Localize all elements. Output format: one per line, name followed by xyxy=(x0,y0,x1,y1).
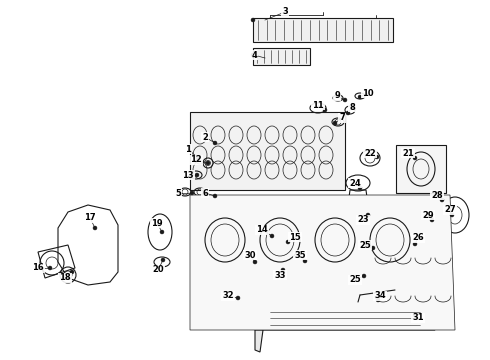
Circle shape xyxy=(440,198,444,202)
Circle shape xyxy=(413,242,417,246)
Text: 33: 33 xyxy=(274,270,286,279)
Circle shape xyxy=(376,298,380,302)
Text: 31: 31 xyxy=(412,314,424,323)
Circle shape xyxy=(450,213,454,217)
Text: 35: 35 xyxy=(294,251,306,260)
Circle shape xyxy=(286,240,290,244)
Text: 21: 21 xyxy=(402,148,414,158)
Circle shape xyxy=(196,156,200,160)
Polygon shape xyxy=(370,283,450,310)
Text: 30: 30 xyxy=(244,251,256,260)
Polygon shape xyxy=(190,112,345,190)
Circle shape xyxy=(375,155,379,159)
Text: 11: 11 xyxy=(312,100,324,109)
Circle shape xyxy=(195,173,199,177)
Text: 15: 15 xyxy=(289,233,301,242)
Circle shape xyxy=(323,108,327,112)
Text: 16: 16 xyxy=(32,264,44,273)
Text: 32: 32 xyxy=(222,292,234,301)
Text: 28: 28 xyxy=(431,190,443,199)
Circle shape xyxy=(251,53,255,57)
Bar xyxy=(396,145,446,193)
Text: 20: 20 xyxy=(152,266,164,274)
Text: 14: 14 xyxy=(256,225,268,234)
Text: 24: 24 xyxy=(349,179,361,188)
Circle shape xyxy=(430,218,434,222)
Text: 25: 25 xyxy=(359,240,371,249)
Text: 23: 23 xyxy=(357,216,369,225)
Text: 6: 6 xyxy=(202,189,208,198)
Circle shape xyxy=(270,234,274,238)
Circle shape xyxy=(366,213,370,217)
Circle shape xyxy=(413,313,417,317)
Text: 17: 17 xyxy=(84,213,96,222)
Text: 8: 8 xyxy=(349,103,355,112)
Circle shape xyxy=(346,111,350,115)
Text: 10: 10 xyxy=(362,89,374,98)
Text: 26: 26 xyxy=(412,234,424,243)
Circle shape xyxy=(70,270,74,274)
Bar xyxy=(225,250,355,315)
Polygon shape xyxy=(370,235,450,280)
Text: 22: 22 xyxy=(364,148,376,158)
Polygon shape xyxy=(255,330,263,352)
Circle shape xyxy=(358,95,362,99)
Circle shape xyxy=(160,230,164,234)
Circle shape xyxy=(48,266,52,270)
Text: 2: 2 xyxy=(202,132,208,141)
Circle shape xyxy=(281,268,285,272)
Polygon shape xyxy=(253,18,393,42)
Circle shape xyxy=(213,194,217,198)
Circle shape xyxy=(413,156,417,160)
Circle shape xyxy=(253,260,257,264)
Polygon shape xyxy=(255,308,435,330)
Circle shape xyxy=(206,161,210,165)
Polygon shape xyxy=(190,195,455,330)
Text: 19: 19 xyxy=(151,219,163,228)
Circle shape xyxy=(333,121,337,125)
Text: 18: 18 xyxy=(59,274,71,283)
Circle shape xyxy=(343,98,347,102)
Circle shape xyxy=(251,18,255,22)
Text: 4: 4 xyxy=(251,50,257,59)
Circle shape xyxy=(161,258,165,262)
Text: 1: 1 xyxy=(185,144,191,153)
Circle shape xyxy=(236,296,240,300)
Text: 3: 3 xyxy=(282,8,288,17)
Circle shape xyxy=(358,186,362,190)
Circle shape xyxy=(190,191,194,195)
Text: 7: 7 xyxy=(339,113,345,122)
Text: 13: 13 xyxy=(182,171,194,180)
Text: 27: 27 xyxy=(444,206,456,215)
Text: 5: 5 xyxy=(175,189,181,198)
Text: 29: 29 xyxy=(422,211,434,220)
Circle shape xyxy=(362,274,366,278)
Text: 12: 12 xyxy=(190,156,202,165)
Circle shape xyxy=(93,226,97,230)
Text: 34: 34 xyxy=(374,292,386,301)
Circle shape xyxy=(213,141,217,145)
Polygon shape xyxy=(253,48,310,65)
Text: 9: 9 xyxy=(334,91,340,100)
Circle shape xyxy=(371,246,375,250)
Text: 25: 25 xyxy=(349,275,361,284)
Circle shape xyxy=(303,259,307,263)
